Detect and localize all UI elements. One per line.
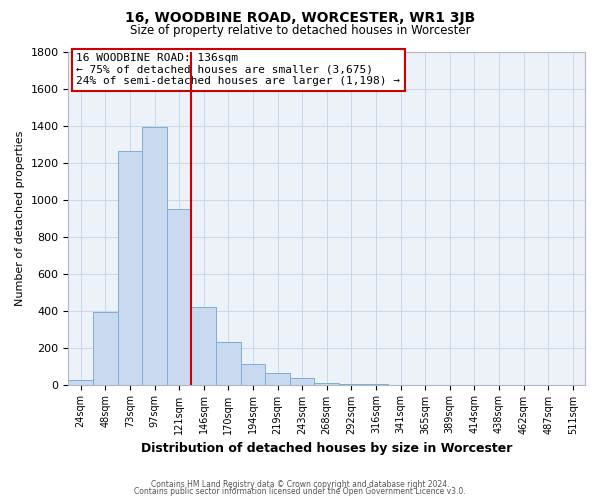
Bar — [314, 382, 339, 384]
Bar — [290, 378, 314, 384]
Bar — [265, 372, 290, 384]
Text: Contains HM Land Registry data © Crown copyright and database right 2024.: Contains HM Land Registry data © Crown c… — [151, 480, 449, 489]
Y-axis label: Number of detached properties: Number of detached properties — [15, 130, 25, 306]
Text: 16 WOODBINE ROAD: 136sqm
← 75% of detached houses are smaller (3,675)
24% of sem: 16 WOODBINE ROAD: 136sqm ← 75% of detach… — [76, 53, 400, 86]
Text: Contains public sector information licensed under the Open Government Licence v3: Contains public sector information licen… — [134, 487, 466, 496]
Text: 16, WOODBINE ROAD, WORCESTER, WR1 3JB: 16, WOODBINE ROAD, WORCESTER, WR1 3JB — [125, 11, 475, 25]
Bar — [68, 380, 93, 384]
Text: Size of property relative to detached houses in Worcester: Size of property relative to detached ho… — [130, 24, 470, 37]
Bar — [118, 152, 142, 384]
Bar — [93, 312, 118, 384]
Bar — [167, 209, 191, 384]
Bar — [142, 128, 167, 384]
Bar — [191, 307, 216, 384]
X-axis label: Distribution of detached houses by size in Worcester: Distribution of detached houses by size … — [141, 442, 512, 455]
Bar — [216, 342, 241, 384]
Bar — [241, 364, 265, 384]
